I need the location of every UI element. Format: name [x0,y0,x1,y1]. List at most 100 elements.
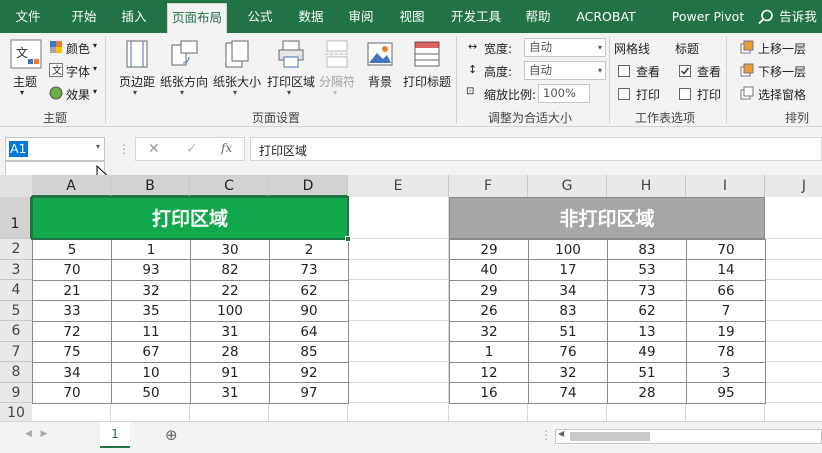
group-label: 页面设置 [251,111,300,125]
dropdown-arrow: ▾ [287,88,292,97]
cell: 70 [32,259,112,281]
cell: 100 [528,238,608,261]
fonts-icon: 文 [49,63,63,77]
cell: 14 [686,259,766,281]
height-value: 自动 [529,63,552,77]
cell: 62 [269,279,349,302]
sheet-tab-bar: ◀ ▶ 1 ⊕ ⋮ ◀ [0,421,822,453]
ribbon-tab[interactable]: 视图 [399,9,425,24]
search-label[interactable]: 告诉我 [779,9,817,24]
ribbon-tab[interactable]: 数据 [298,9,324,24]
checkbox[interactable] [679,88,691,100]
ribbon-tab[interactable]: 页面布局 [167,3,227,33]
column-header: E [348,175,449,197]
cell: 11 [111,320,191,343]
cell: 64 [269,320,349,343]
checkbox[interactable] [618,88,630,100]
width-combo[interactable]: 自动 ▾ [524,38,606,57]
height-combo[interactable]: 自动 ▾ [524,61,606,80]
page-setup-button[interactable]: 纸张大小 [212,75,261,89]
column-header: I [686,175,765,197]
cell: 95 [686,382,766,404]
page-setup-button[interactable]: 纸张方向 [159,75,208,89]
arrange-button[interactable]: 下移一层 [758,65,807,79]
ribbon-tab[interactable]: 开发工具 [450,9,501,24]
column-header: F [449,175,528,197]
gridlines-label: 网格线 [614,42,651,56]
horizontal-scrollbar[interactable]: ◀ [555,429,822,444]
ribbon-tab[interactable]: 审阅 [348,9,374,24]
arrange-button[interactable]: 上移一层 [758,42,807,56]
ribbon-tab[interactable]: 文件 [15,9,41,24]
formula-text: 打印区域 [259,144,308,158]
add-sheet[interactable]: ⊕ [165,426,178,444]
cell: 66 [686,279,766,302]
page-setup-button[interactable]: 分隔符 [318,75,355,89]
height-label: 高度: [484,65,513,79]
arrange-button[interactable]: 选择窗格 [758,88,807,102]
ribbon-tab[interactable]: 帮助 [525,9,551,24]
page-setup-button[interactable]: 页边距 [118,75,155,89]
ribbon-tab[interactable]: Power Pivot [671,9,745,24]
cell: 70 [686,238,766,261]
cell: 40 [449,259,529,281]
cell: 34 [32,361,112,384]
cell: 35 [111,300,191,322]
cell: 28 [190,341,270,363]
ribbon-tab[interactable]: ACROBAT [576,9,636,24]
sheet-tab-label: 1 [111,426,119,441]
cell: 33 [32,300,112,322]
colors-button[interactable]: 颜色 [66,42,91,56]
cell: 31 [190,382,270,404]
page-setup-button[interactable]: 背景 [367,75,392,89]
themes-button[interactable]: 主题 [12,75,37,89]
grid-line [32,402,822,404]
ribbon-tab[interactable]: 插入 [121,9,147,24]
row-header: 4 [0,280,32,301]
cell: 32 [111,279,191,302]
page-setup-icon [276,39,306,69]
grid-line [32,381,822,383]
colors-icon [50,41,62,53]
cell: 62 [607,300,687,322]
cell: 3 [686,361,766,384]
cell: 17 [528,259,608,281]
arrange-icon [740,63,754,77]
effects-button[interactable]: 效果 [66,88,91,102]
ribbon-tab[interactable]: 公式 [247,9,273,24]
corner [0,175,32,197]
page-setup-button[interactable]: 打印标题 [402,75,451,89]
effects-icon [49,86,63,100]
dropdown-arrow: ▾ [333,88,338,97]
cell: 12 [449,361,529,384]
cell: 83 [528,300,608,322]
cell: 75 [32,341,112,363]
checkbox[interactable] [618,65,630,77]
fonts-button[interactable]: 字体 [66,65,91,79]
column-header: C [190,175,269,197]
cell: 34 [528,279,608,302]
scale-input[interactable]: 100% [538,84,590,103]
ribbon: 文 主题 ▾ 颜色 ▾ 文 字体 ▾ 效果 ▾ 主题 页面设置 ↔ 宽度: 自动… [0,33,822,127]
cell: 26 [449,300,529,322]
name-box-value: A1 [9,141,28,157]
formula-input[interactable]: 打印区域 [250,137,822,161]
checkbox[interactable] [679,65,691,77]
ribbon-tab[interactable]: 开始 [71,9,97,24]
cell: 97 [269,382,349,404]
merged-title-cell: 非打印区域 [449,197,765,239]
fill-handle [345,236,351,242]
grid-line [448,175,449,421]
cell: 2 [269,238,349,261]
name-box[interactable]: A1 ▾ [5,137,105,161]
dropdown-arrow: ▾ [180,88,185,97]
grid-line [32,279,822,281]
row-header: 8 [0,362,32,383]
cell: 30 [190,238,270,261]
page-setup-icon [169,39,199,69]
cell: 92 [269,361,349,384]
width-label: 宽度: [484,42,513,56]
page-setup-button[interactable]: 打印区域 [266,75,315,89]
dropdown-arrow: ▾ [133,88,138,97]
sheet-tab[interactable]: 1 [100,422,130,448]
